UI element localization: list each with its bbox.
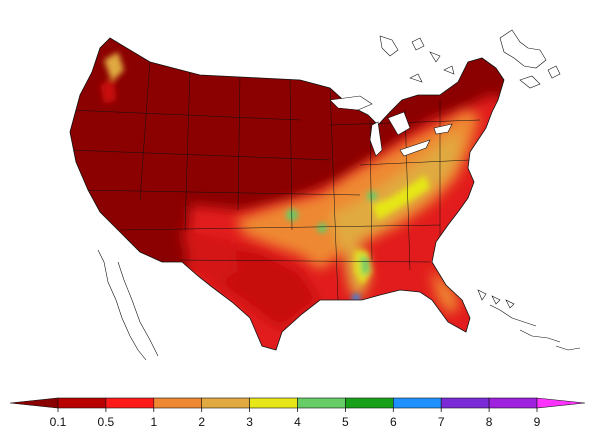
- colorbar-segment: [201, 397, 250, 409]
- colorbar-segment: [153, 397, 203, 409]
- great-lakes: [329, 95, 453, 157]
- colorbar-segment: [249, 397, 298, 409]
- colorbar-segment: [345, 397, 394, 409]
- colorbar-extend-low: [9, 397, 59, 409]
- colorbar-tick-label: 2: [198, 415, 205, 429]
- colorbar-segment: [392, 397, 442, 409]
- colorbar-tick-label: 0.5: [98, 415, 115, 429]
- coastlines-outside: [97, 29, 581, 361]
- colorbar-tick-label: 3: [246, 415, 253, 429]
- colorbar-labels: 0.1 0.5 1 2 3 4 5 6 7 8 9: [50, 415, 541, 429]
- colorbar-tick-label: 5: [342, 415, 349, 429]
- colorbar-segment: [440, 397, 490, 409]
- colorbar-segment: [57, 397, 107, 409]
- colorbar-tick-label: 0.1: [50, 415, 67, 429]
- colorbar-extend-high: [536, 397, 586, 409]
- colorbar-segment: [488, 397, 538, 409]
- colorbar-tick-label: 8: [486, 415, 493, 429]
- colorbar-tick-label: 7: [438, 415, 445, 429]
- colorbar-tick-label: 1: [150, 415, 157, 429]
- colorbar-segment: [105, 397, 155, 409]
- colorbar-segments: [9, 397, 586, 409]
- us-map: [69, 29, 581, 361]
- colorbar-tick-label: 4: [294, 415, 301, 429]
- colorbar-tick-label: 9: [534, 415, 541, 429]
- colorbar-tick-label: 6: [390, 415, 397, 429]
- us-outline: [69, 37, 505, 351]
- colorbar-segment: [297, 397, 346, 409]
- colorbar-legend: 0.1 0.5 1 2 3 4 5 6 7 8 9: [9, 397, 586, 429]
- colorbar-ticks: [57, 408, 538, 412]
